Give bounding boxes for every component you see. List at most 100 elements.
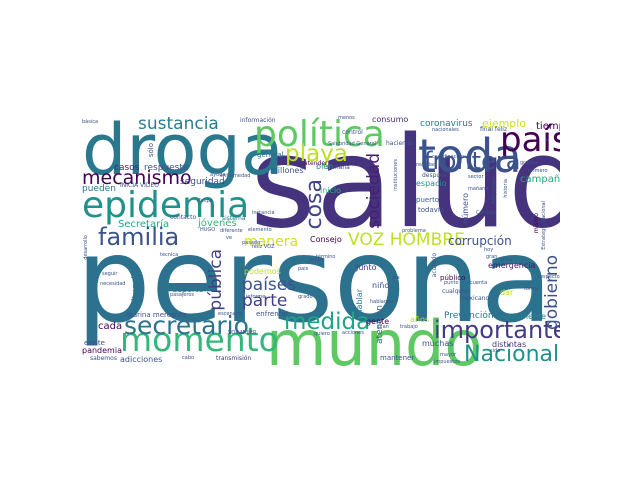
word-general: general — [257, 151, 284, 159]
word-quiero: quiero — [314, 331, 330, 337]
word-jovenes: jóvenes — [198, 218, 237, 229]
word-conadic: Conadic — [476, 210, 497, 216]
word-enfrentar: enfrentar — [256, 310, 289, 318]
word-pasajeros: pasajeros — [170, 292, 194, 298]
word-emergencia: emergencia — [488, 261, 536, 270]
word-nacionales: nacionales — [432, 127, 459, 133]
word-manera: manera — [244, 234, 299, 250]
word-sabemos: sabemos — [90, 355, 117, 362]
word-publica: pública — [206, 249, 226, 311]
word-puerto: puerto — [416, 196, 440, 204]
word-pueden: pueden — [82, 184, 116, 194]
word-persona: persona — [80, 211, 553, 349]
word-basica: básica — [82, 119, 99, 125]
word-paises: países — [242, 275, 297, 295]
word-gente: gente — [366, 317, 390, 326]
word-coronavirus: coronavirus — [420, 119, 473, 129]
word-epidemia: epidemia — [82, 185, 250, 226]
word-pasado: pasado — [242, 240, 261, 246]
word-coordinacion: coordinación — [432, 154, 464, 160]
word-sustancia: sustancia — [138, 115, 219, 134]
word-solo: sólo — [147, 143, 155, 158]
word-gracias: gracias — [520, 160, 539, 166]
word-parte: parte — [242, 291, 288, 311]
word-manana: mañana — [468, 186, 489, 192]
word-tecnica: técnica — [160, 252, 179, 258]
word-solamente: solamente — [504, 312, 547, 321]
word-desarrollo: desarrollo — [83, 235, 89, 260]
word-mundo: mundo — [266, 307, 483, 367]
word-hoy: hoy — [484, 247, 494, 253]
word-junto: Junto — [356, 263, 377, 272]
word-consejo: Consejo — [310, 235, 342, 244]
word-contacto: contacto — [170, 214, 197, 221]
word-acciones: acciones — [342, 330, 364, 336]
word-transmision: transmisión — [216, 355, 252, 362]
word-casos: casos — [114, 163, 140, 173]
word-cuenta: cuenta — [470, 280, 488, 286]
word-primero: primero — [528, 168, 548, 174]
word-cada: cada — [98, 321, 123, 332]
word-instituciones: instituciones — [393, 159, 399, 191]
word-nacional: Nacional — [464, 342, 560, 366]
word-escenario: escenario — [218, 311, 243, 317]
word-plan: plan — [378, 324, 389, 330]
word-inicia-video: INICIA VIDEO — [120, 182, 160, 189]
word-instancia: instancia — [252, 210, 275, 216]
word-control: control — [342, 129, 363, 136]
word-sector: sector — [468, 174, 484, 180]
word-informe: informe — [246, 294, 266, 300]
word-feliz-voz: feliz VOZ — [252, 244, 275, 250]
word-acuerdo: acuerdo — [431, 253, 438, 278]
word-frontera: frontera — [424, 147, 521, 175]
word-situacion: situación — [131, 265, 141, 306]
word-importante: importante — [434, 316, 560, 344]
word-tomar: tomar — [524, 286, 540, 292]
word-sociedad: sociedad — [364, 153, 384, 229]
word-ejemplo: ejemplo — [482, 117, 527, 130]
word-distintas: distintas — [492, 340, 527, 349]
word-problema: problema — [402, 228, 426, 234]
word-bien: bien — [316, 162, 334, 171]
word-hablar: hablar — [355, 289, 364, 315]
word-momento: momento — [120, 320, 279, 359]
word-historia: historia — [503, 179, 509, 198]
word-inicio: inicio — [320, 186, 342, 195]
word-podemos: podemos — [244, 267, 281, 276]
word-gobierno: gobierno — [542, 255, 560, 331]
word-muchas: muchas — [422, 339, 454, 348]
word-pais-small: pais — [298, 266, 309, 272]
word-final-feliz: final feliz — [480, 126, 508, 133]
word-mayor: mayor — [440, 352, 457, 358]
word-salubridad-general: Salubridad General — [328, 141, 377, 147]
word-cabo: cabo — [182, 355, 195, 361]
word-haciendo: haciendo — [386, 140, 414, 147]
word-campana: campaña — [520, 174, 560, 185]
word-despues: después — [422, 172, 448, 179]
word-deporte: deporte — [172, 285, 204, 294]
word-nino: niño — [372, 281, 390, 290]
word-hugo: HUGO — [200, 227, 216, 233]
word-playa: playa — [285, 141, 348, 167]
word-ve: ve — [226, 235, 233, 241]
word-sido: sido — [490, 348, 501, 354]
word-millones: millones — [270, 166, 304, 175]
word-grado: grado — [298, 294, 313, 300]
word-termino: término — [316, 254, 336, 260]
word-seguridad: seguridad — [180, 177, 225, 187]
word-pais: país — [500, 120, 560, 160]
word-toda: toda — [418, 129, 522, 183]
word-voz-mujer: VOZ MUJER — [228, 330, 257, 336]
word-anos: años — [410, 315, 430, 324]
word-ayuda: ayuda — [210, 172, 226, 178]
word-padre: padre — [310, 257, 325, 263]
word-mecanismo: mecanismo — [82, 167, 192, 189]
word-corrupcion: corrupción — [448, 234, 512, 248]
word-cualquier: cualquier — [442, 288, 470, 295]
word-respecto: respecto — [538, 274, 560, 280]
word-voz-hombre: VOZ HOMBRE — [348, 230, 465, 250]
word-mantener: mantener — [380, 354, 415, 362]
word-atender: atender — [304, 160, 328, 167]
word-espacio: espacio — [416, 179, 447, 188]
word-semana: semana — [326, 164, 350, 171]
